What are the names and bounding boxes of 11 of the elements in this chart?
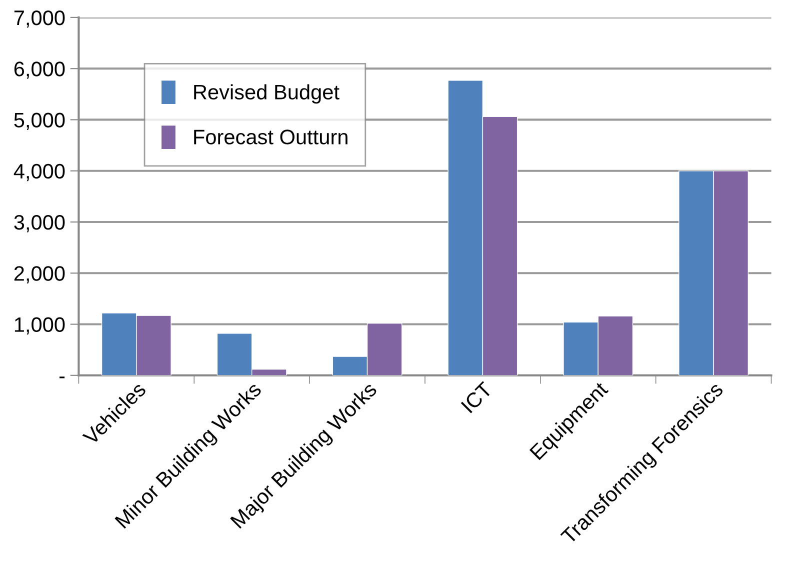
x-tick-label: ICT: [460, 380, 494, 414]
y-tick-label: -: [59, 376, 65, 378]
y-tick-label: 6,000: [14, 62, 65, 79]
y-tick-label: 3,000: [14, 214, 65, 232]
legend-label: Revised Budget: [194, 84, 340, 104]
y-tick-label: 4,000: [14, 164, 65, 182]
y-tick-label: 5,000: [14, 112, 65, 130]
legend-label: Forecast Outturn: [194, 130, 348, 144]
y-tick-label: 7,000: [14, 10, 65, 28]
y-tick-label: 2,000: [14, 266, 65, 284]
y-tick-label: 1,000: [14, 317, 65, 334]
